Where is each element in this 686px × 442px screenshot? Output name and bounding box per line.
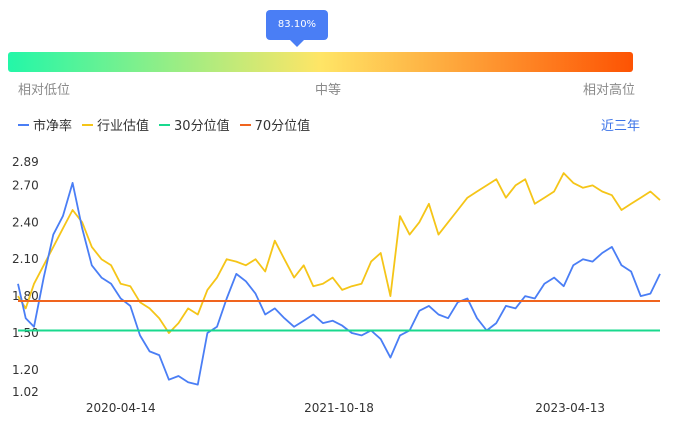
percentile-gradient-bar xyxy=(8,52,633,72)
legend-swatch xyxy=(159,123,171,126)
y-tick-label: 1.80 xyxy=(12,289,39,303)
legend-item-p70[interactable]: 70分位值 xyxy=(239,115,311,134)
chart-legend: 市净率 行业估值 30分位值 70分位值 xyxy=(18,115,320,134)
legend-label: 30分位值 xyxy=(174,119,230,134)
legend-item-pb[interactable]: 市净率 xyxy=(18,115,72,134)
series-line-0 xyxy=(17,181,661,386)
legend-item-industry[interactable]: 行业估值 xyxy=(82,115,149,134)
scale-mid-label: 中等 xyxy=(315,83,342,98)
legend-swatch xyxy=(18,123,29,126)
y-tick-label: 2.40 xyxy=(12,215,39,229)
scale-low-label: 相对低位 xyxy=(18,83,71,98)
x-tick-label: 2021-10-18 xyxy=(304,401,374,415)
percentile-value: 83.10% xyxy=(277,19,317,30)
y-tick-label: 1.50 xyxy=(12,326,39,340)
legend-label: 行业估值 xyxy=(97,119,150,134)
legend-label: 70分位值 xyxy=(254,119,311,134)
scale-high-label: 相对高位 xyxy=(583,83,636,98)
y-tick-label: 1.02 xyxy=(12,385,39,399)
period-selector[interactable]: 近三年 xyxy=(600,119,640,134)
legend-swatch xyxy=(239,123,251,126)
y-tick-label: 1.20 xyxy=(12,363,39,377)
percentile-tooltip: 83.10% xyxy=(266,10,328,47)
x-tick-label: 2020-04-14 xyxy=(86,401,156,415)
y-tick-label: 2.89 xyxy=(12,155,39,169)
y-tick-label: 2.70 xyxy=(12,178,39,192)
y-tick-label: 2.10 xyxy=(12,252,39,266)
legend-swatch xyxy=(82,123,94,126)
x-tick-label: 2023-04-13 xyxy=(535,401,605,415)
series-line-1 xyxy=(17,172,661,334)
legend-label: 市净率 xyxy=(33,119,73,134)
legend-item-p30[interactable]: 30分位值 xyxy=(159,115,230,134)
